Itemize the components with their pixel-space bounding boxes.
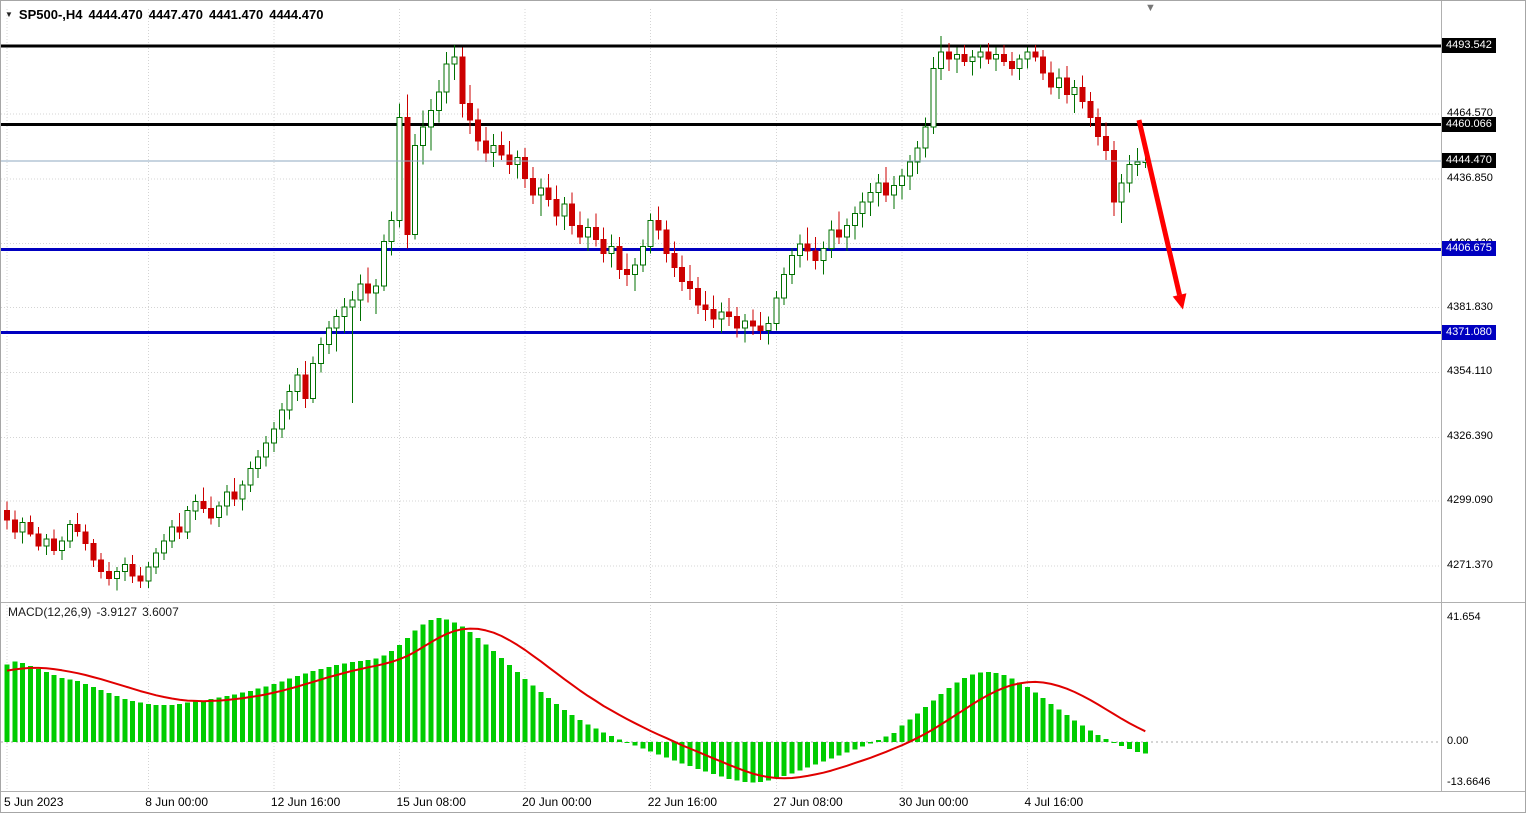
macd-histogram [4,618,1148,783]
time-tick-label: 8 Jun 00:00 [145,795,209,809]
price-tick-label: 4464.570 [1447,107,1493,119]
price-tick-label: 4354.110 [1447,365,1493,378]
price-tick-label: 4271.370 [1447,558,1493,571]
ohlc-low: 4441.470 [208,7,264,22]
symbol-title: SP500-,H4 [18,7,83,22]
chart-header: ▼ SP500-,H4 4444.470 4447.470 4441.470 4444.4… [5,7,329,22]
time-tick-label: 12 Jun 16:00 [270,795,341,809]
macd-tick-label: 0.00 [1447,735,1469,747]
price-level-badge: 4460.066 [1442,116,1496,132]
chart-shift-marker-icon[interactable]: ▼ [1145,2,1156,14]
price-tick-label: 4436.850 [1447,171,1493,184]
price-level-badge: 4493.542 [1442,38,1496,54]
ohlc-close: 4444.470 [269,7,324,22]
macd-signal-value: 3.6007 [142,605,179,619]
macd-tick-label: -13.6646 [1447,775,1491,788]
macd-indicator-label: MACD(12,26,9) -3.9127 3.6007 [8,605,184,619]
time-tick-label: 27 Jun 08:00 [773,795,843,809]
time-tick-label: 30 Jun 00:00 [898,795,969,809]
macd-signal-line [6,627,1146,780]
macd-value: -3.9127 [96,605,138,619]
price-tick-label: 4381.830 [1447,300,1493,313]
ohlc-high: 4447.470 [148,7,203,22]
collapse-arrow-icon[interactable]: ▼ [5,10,13,19]
price-tick-label: 4326.390 [1447,430,1493,443]
price-level-badge: 4371.080 [1442,324,1496,340]
macd-name: MACD(12,26,9) [8,605,92,619]
time-tick-label: 5 Jun 2023 [4,795,64,809]
time-tick-label: 22 Jun 16:00 [647,795,718,809]
macd-tick-label: 41.654 [1447,610,1481,623]
price-tick-label: 4299.090 [1447,494,1493,507]
time-tick-label: 20 Jun 00:00 [522,795,592,809]
time-tick-label: 15 Jun 08:00 [396,795,466,809]
time-tick-label: 4 Jul 16:00 [1024,795,1084,809]
price-level-badge: 4406.675 [1442,241,1496,257]
ohlc-open: 4444.470 [88,7,143,22]
current-price-badge: 4444.470 [1442,153,1496,169]
trend-arrow[interactable] [1136,119,1187,310]
candlesticks [4,35,1149,591]
